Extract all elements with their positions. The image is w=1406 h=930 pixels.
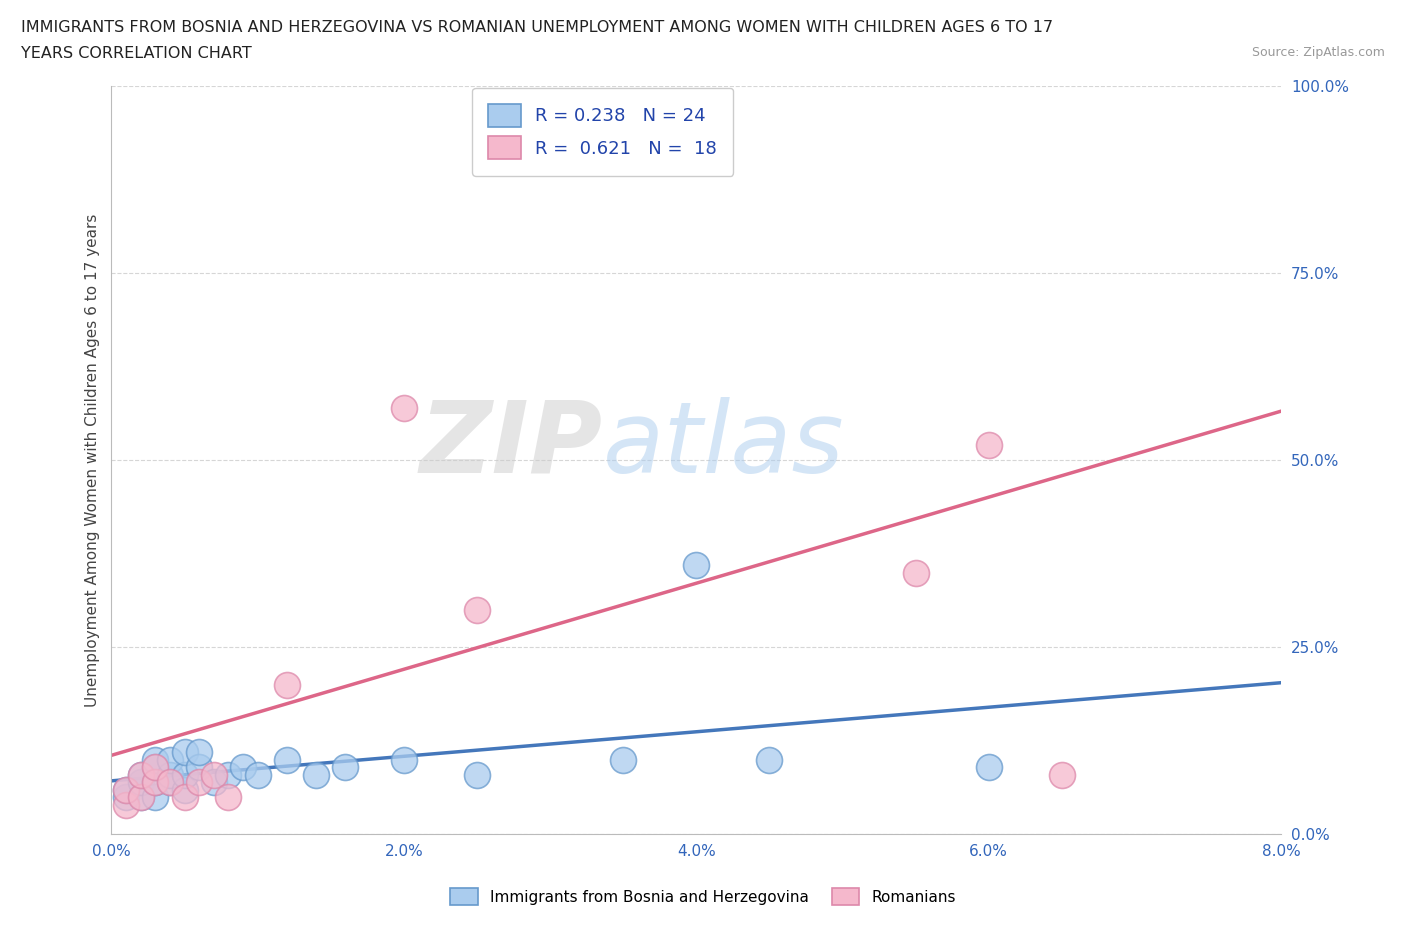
Point <box>217 767 239 782</box>
Point <box>335 760 357 775</box>
Text: atlas: atlas <box>603 397 845 494</box>
Point <box>904 565 927 580</box>
Text: IMMIGRANTS FROM BOSNIA AND HERZEGOVINA VS ROMANIAN UNEMPLOYMENT AMONG WOMEN WITH: IMMIGRANTS FROM BOSNIA AND HERZEGOVINA V… <box>21 20 1053 35</box>
Point <box>977 760 1000 775</box>
Point <box>612 752 634 767</box>
Y-axis label: Unemployment Among Women with Children Ages 6 to 17 years: Unemployment Among Women with Children A… <box>86 214 100 707</box>
Point <box>159 775 181 790</box>
Text: ZIP: ZIP <box>419 397 603 494</box>
Point <box>143 760 166 775</box>
Point <box>232 760 254 775</box>
Text: Source: ZipAtlas.com: Source: ZipAtlas.com <box>1251 46 1385 59</box>
Point <box>115 782 138 797</box>
Point <box>173 790 195 804</box>
Point <box>129 790 152 804</box>
Point <box>129 790 152 804</box>
Point <box>392 401 415 416</box>
Point <box>129 775 152 790</box>
Point <box>246 767 269 782</box>
Point <box>188 745 211 760</box>
Point <box>115 790 138 804</box>
Point <box>685 558 707 573</box>
Point <box>217 790 239 804</box>
Point <box>159 752 181 767</box>
Point <box>276 752 298 767</box>
Point <box>202 767 225 782</box>
Point <box>188 760 211 775</box>
Point <box>115 782 138 797</box>
Point <box>465 603 488 618</box>
Point <box>159 775 181 790</box>
Point <box>115 797 138 812</box>
Point <box>143 752 166 767</box>
Point <box>392 752 415 767</box>
Point <box>143 775 166 790</box>
Legend: R = 0.238   N = 24, R =  0.621   N =  18: R = 0.238 N = 24, R = 0.621 N = 18 <box>472 87 734 176</box>
Text: YEARS CORRELATION CHART: YEARS CORRELATION CHART <box>21 46 252 60</box>
Legend: Immigrants from Bosnia and Herzegovina, Romanians: Immigrants from Bosnia and Herzegovina, … <box>443 880 963 913</box>
Point <box>173 745 195 760</box>
Point <box>143 775 166 790</box>
Point <box>758 752 780 767</box>
Point <box>173 767 195 782</box>
Point <box>173 782 195 797</box>
Point <box>129 767 152 782</box>
Point <box>202 775 225 790</box>
Point <box>305 767 328 782</box>
Point <box>129 767 152 782</box>
Point <box>1050 767 1073 782</box>
Point <box>159 767 181 782</box>
Point <box>465 767 488 782</box>
Point <box>143 760 166 775</box>
Point <box>977 438 1000 453</box>
Point <box>188 775 211 790</box>
Point <box>538 116 561 131</box>
Point <box>276 677 298 692</box>
Point <box>143 790 166 804</box>
